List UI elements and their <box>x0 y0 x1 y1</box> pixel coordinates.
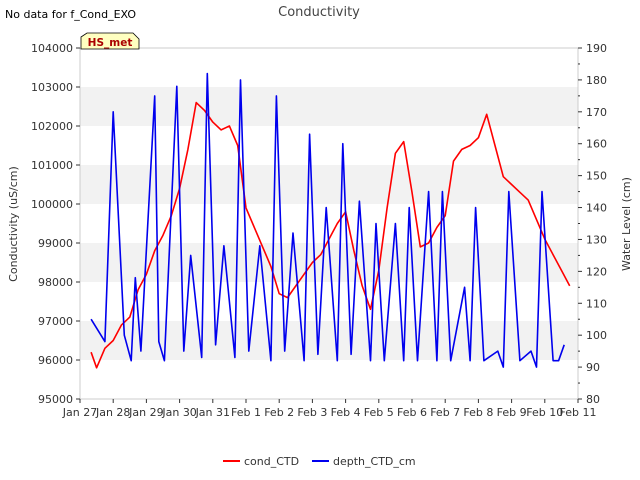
x-tick-label: Feb 4 <box>331 406 361 419</box>
grid-band <box>80 165 578 204</box>
y-right-tick-label: 80 <box>586 393 600 406</box>
x-tick-label: Feb 2 <box>264 406 294 419</box>
x-tick-label: Feb 3 <box>297 406 327 419</box>
y-axis-left: 95000 96000 97000 98000 99000 100000 101000 102… <box>31 42 80 406</box>
legend-label-cond: cond_CTD <box>244 455 299 468</box>
y-left-tick-label: 95000 <box>38 393 73 406</box>
x-tick-label: Feb 9 <box>497 406 527 419</box>
x-tick-label: Jan 30 <box>161 406 196 419</box>
y-left-tick-label: 101000 <box>31 159 73 172</box>
y-axis-left-label: Conductivity (uS/cm) <box>7 166 20 282</box>
x-tick-label: Jan 29 <box>128 406 163 419</box>
y-axis-right-label: Water Level (cm) <box>620 177 633 271</box>
y-left-tick-label: 103000 <box>31 81 73 94</box>
y-right-tick-label: 120 <box>586 265 607 278</box>
x-tick-label: Feb 6 <box>397 406 427 419</box>
series-layer <box>90 72 571 369</box>
y-left-tick-label: 98000 <box>38 276 73 289</box>
hs-met-badge: HS_met <box>80 32 140 50</box>
x-tick-label: Feb 8 <box>463 406 493 419</box>
grid-band <box>80 87 578 126</box>
y-left-tick-label: 100000 <box>31 198 73 211</box>
series-line-depth-ctd-cm <box>90 72 565 368</box>
x-tick-label: Jan 28 <box>95 406 130 419</box>
legend-label-depth: depth_CTD_cm <box>333 455 416 468</box>
x-tick-label: Jan 27 <box>62 406 97 419</box>
x-tick-label: Jan 31 <box>195 406 230 419</box>
x-tick-label: Feb 5 <box>364 406 394 419</box>
grid-bands <box>80 87 578 360</box>
badge-label: HS_met <box>88 37 133 49</box>
x-tick-label: Feb 7 <box>430 406 460 419</box>
chart-title: Conductivity <box>278 5 360 20</box>
y-right-tick-label: 180 <box>586 74 607 87</box>
y-right-tick-label: 140 <box>586 202 607 215</box>
y-right-tick-label: 190 <box>586 42 607 55</box>
y-left-tick-label: 102000 <box>31 120 73 133</box>
y-right-tick-label: 110 <box>586 297 607 310</box>
x-tick-label: Feb 11 <box>560 406 597 419</box>
no-data-note: No data for f_Cond_EXO <box>5 8 136 21</box>
y-left-tick-label: 96000 <box>38 354 73 367</box>
y-left-tick-label: 104000 <box>31 42 73 55</box>
y-right-tick-label: 160 <box>586 138 607 151</box>
x-tick-label: Feb 10 <box>526 406 563 419</box>
y-right-tick-label: 150 <box>586 170 607 183</box>
y-left-tick-label: 97000 <box>38 315 73 328</box>
legend: cond_CTD depth_CTD_cm <box>223 455 416 468</box>
y-right-tick-label: 130 <box>586 233 607 246</box>
x-tick-label: Feb 1 <box>231 406 261 419</box>
y-right-tick-label: 90 <box>586 361 600 374</box>
y-right-tick-label: 170 <box>586 106 607 119</box>
y-axis-right: 80 90 100 110 120 130 140 150 160 170 180 190 <box>578 42 607 406</box>
y-right-tick-label: 100 <box>586 329 607 342</box>
y-left-tick-label: 99000 <box>38 237 73 250</box>
badge-shape <box>80 32 140 50</box>
